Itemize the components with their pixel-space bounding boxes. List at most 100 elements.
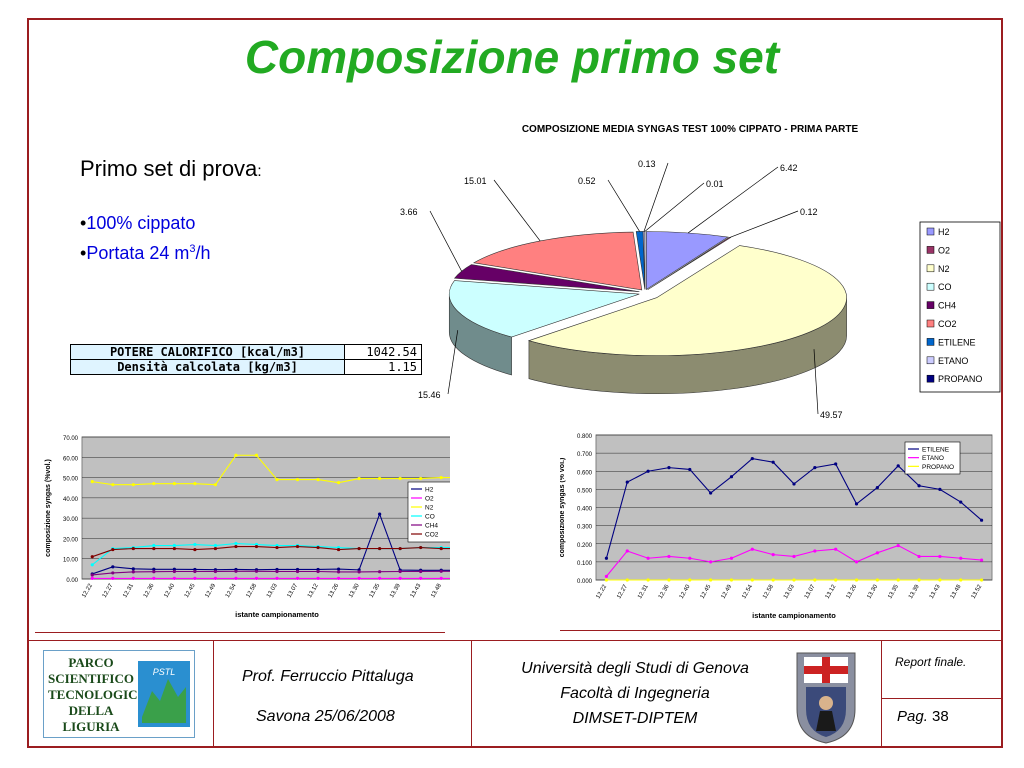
legend-label-o2: O2 [425, 496, 434, 503]
y-tick-label: 50.00 [63, 477, 79, 483]
data-point-propano [959, 578, 963, 582]
y-tick-label: 0.00 [66, 578, 78, 584]
y-tick-label: 0.700 [577, 452, 593, 458]
data-point-n2 [193, 482, 197, 486]
data-point-h2 [172, 567, 176, 571]
legend-swatch [926, 246, 935, 254]
data-point-etano [813, 549, 817, 553]
x-tick-label: 12.31 [122, 582, 135, 599]
legend-swatch [926, 319, 935, 328]
x-tick-label: 13.48 [430, 582, 443, 599]
x-tick-label: 12.58 [762, 583, 775, 600]
data-point-etano [854, 560, 859, 564]
pie-leader-line [607, 179, 640, 232]
table-value: 1.15 [344, 359, 422, 375]
x-tick-label: 13.48 [950, 583, 963, 600]
genova-crest [796, 652, 856, 744]
pie-leader-line [429, 210, 462, 272]
data-point-propano [896, 578, 900, 582]
data-point-ch4 [336, 570, 341, 574]
data-point-n2 [90, 480, 94, 484]
data-point-ch4 [131, 570, 135, 574]
chart-legend [407, 481, 450, 543]
data-point-propano [938, 578, 942, 582]
y-tick-label: 10.00 [63, 558, 79, 564]
data-point-ch4 [254, 569, 259, 573]
data-point-propano [729, 578, 734, 582]
data-point-co2 [398, 546, 402, 551]
data-point-propano [834, 578, 838, 582]
data-point-co2 [90, 555, 94, 559]
data-point-h2 [378, 512, 382, 516]
x-tick-label: 12.22 [595, 583, 608, 600]
data-point-o2 [111, 576, 115, 580]
legend-label-n2: N2 [938, 264, 950, 274]
legend-label-etano: ETANO [938, 356, 968, 366]
data-point-o2 [275, 576, 279, 580]
x-tick-label: 13.35 [369, 582, 382, 599]
data-point-o2 [378, 576, 382, 580]
x-tick-label: 12.45 [700, 583, 713, 600]
pie-data-label: 15.46 [418, 390, 441, 400]
pie-data-label: 0.52 [578, 176, 596, 186]
data-point-etilene [646, 469, 650, 473]
pie-data-label: 15.01 [464, 176, 487, 186]
data-point-o2 [193, 576, 197, 580]
data-point-propano [792, 578, 796, 582]
data-point-ch4 [398, 569, 402, 574]
x-tick-label: 13.43 [410, 582, 423, 599]
footer-author: Prof. Ferruccio Pittaluga [242, 668, 414, 685]
data-point-propano [625, 578, 629, 582]
data-point-n2 [213, 483, 218, 487]
data-point-propano [750, 578, 754, 582]
x-tick-label: 13.03 [783, 583, 796, 600]
pie-slice-o2 [647, 237, 732, 291]
data-point-etano [771, 553, 775, 557]
x-tick-label: 13.39 [908, 583, 921, 600]
data-point-co2 [152, 546, 156, 551]
legend-label-h2: H2 [938, 227, 950, 237]
y-tick-label: 0.400 [577, 507, 593, 513]
y-axis-label: composizione syngas (% vol.) [560, 458, 566, 558]
bullet-list: •100% cippato •Portata 24 m3/h [80, 210, 211, 266]
data-point-n2 [398, 476, 402, 481]
data-point-etano [750, 547, 754, 551]
pie-slice-h2 [646, 231, 729, 291]
data-point-etano [667, 554, 671, 559]
line-chart-gases: 0.00 10.00 20.00 30.00 40.00 50.00 60.00 70.00 1… [45, 436, 450, 619]
data-point-etilene [604, 556, 609, 560]
pie-slice-co2 [473, 231, 643, 291]
legend-label-co: CO [425, 514, 435, 521]
data-point-etano [646, 556, 650, 560]
data-point-n2 [152, 482, 156, 486]
x-tick-label: 12.40 [163, 582, 176, 599]
data-point-ch4 [275, 569, 279, 574]
data-point-n2 [378, 476, 382, 481]
footer-institution: Università degli Studi di Genova Facoltà… [521, 660, 749, 727]
data-point-co [90, 563, 94, 567]
pie-leader-line [813, 349, 819, 415]
pie-leader-line [643, 162, 669, 232]
y-tick-label: 0.600 [577, 470, 593, 476]
footer-place-date: Savona 25/06/2008 [256, 708, 395, 725]
plot-area [81, 436, 450, 580]
table-label: POTERE CALORIFICO [kcal/m3] [70, 344, 345, 360]
x-tick-label: 13.35 [887, 583, 900, 600]
legend-swatch [926, 301, 935, 309]
data-point-o2 [254, 576, 259, 580]
slide-title: Composizione primo set [244, 31, 780, 83]
legend-swatch [926, 356, 935, 365]
data-point-etilene [771, 460, 775, 464]
data-point-n2 [419, 476, 423, 481]
divider [213, 640, 214, 748]
data-point-ch4 [213, 569, 218, 574]
data-point-etano [959, 556, 963, 560]
data-point-etilene [667, 466, 671, 470]
bullet-text: Portata 24 m [86, 243, 190, 263]
bullet-text: 100% cippato [86, 213, 196, 233]
data-point-o2 [336, 576, 341, 580]
slide-frame [27, 18, 1003, 748]
y-tick-label: 70.00 [63, 436, 79, 442]
legend-label-ch4: CH4 [425, 523, 438, 530]
data-point-etano [938, 554, 942, 559]
